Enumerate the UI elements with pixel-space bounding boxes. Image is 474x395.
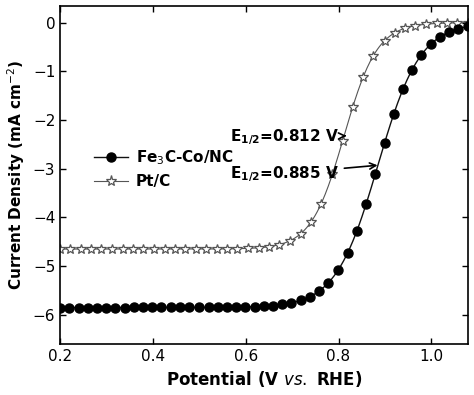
Legend: Fe$_3$C-Co/NC, Pt/C: Fe$_3$C-Co/NC, Pt/C — [88, 142, 239, 196]
Text: $\mathbf{E_{1/2}}$=0.812 V: $\mathbf{E_{1/2}}$=0.812 V — [229, 127, 345, 147]
X-axis label: Potential (V $\mathit{vs.}$ RHE): Potential (V $\mathit{vs.}$ RHE) — [166, 369, 363, 389]
Y-axis label: Current Density (mA cm$^{-2}$): Current Density (mA cm$^{-2}$) — [6, 60, 27, 290]
Text: $\mathbf{E_{1/2}}$=0.885 V: $\mathbf{E_{1/2}}$=0.885 V — [229, 163, 376, 184]
